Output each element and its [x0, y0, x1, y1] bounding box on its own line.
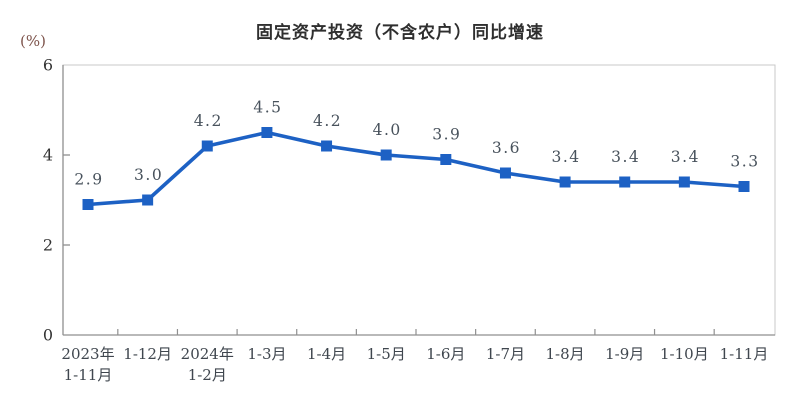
x-category-label: 2023年 1-11月: [61, 345, 114, 384]
x-category-label: 1-5月: [367, 345, 406, 363]
y-axis: 0 2 4 6: [43, 56, 70, 345]
y-tick-label: 6: [43, 56, 53, 75]
data-point-label: 3.6: [492, 139, 521, 157]
x-category-label: 1-3月: [247, 345, 286, 363]
data-point-marker: [321, 140, 333, 152]
x-axis: 2023年 1-11月 1-12月 2024年 1-2月 1-3月 1-4月 1-5月 1-6月…: [61, 329, 768, 384]
series-line: [86, 130, 746, 207]
data-point-marker: [559, 176, 571, 188]
x-category-label: 1-4月: [307, 345, 346, 363]
data-point-label: 4.2: [194, 112, 223, 130]
data-point-label: 4.2: [313, 112, 342, 130]
data-point-label: 4.5: [253, 99, 282, 117]
data-point-marker: [678, 176, 690, 188]
data-point-marker: [261, 127, 273, 138]
x-category-label: 1-11月: [720, 345, 769, 363]
y-tick-label: 0: [43, 326, 53, 345]
x-category-label: 2024年 1-2月: [181, 345, 234, 384]
data-point-label: 4.0: [373, 121, 402, 139]
y-tick-label: 2: [43, 236, 53, 255]
series-line-group: [82, 127, 750, 210]
x-category-label: 1-7月: [486, 345, 525, 363]
data-point-marker: [619, 176, 631, 188]
y-axis-unit-label: (%): [20, 32, 46, 50]
plot-border: [62, 64, 776, 336]
data-point-label: 3.0: [134, 166, 163, 184]
data-point-label: 2.9: [74, 171, 103, 189]
data-point-marker: [201, 140, 213, 152]
data-point-label: 3.4: [671, 148, 700, 166]
y-tick-label: 4: [43, 146, 53, 165]
data-point-marker: [440, 154, 452, 165]
data-point-label: 3.3: [730, 153, 759, 171]
data-point-label: 3.4: [611, 148, 640, 166]
chart-title: 固定资产投资（不含农户）同比增速: [256, 23, 544, 42]
data-point-marker: [738, 181, 750, 192]
data-labels: 2.9 3.0 4.2 4.5 4.2 4.0 3.9 3.6 3.4 3.4 3.4 3.3: [74, 99, 759, 189]
data-point-label: 3.4: [552, 148, 581, 166]
data-point-marker: [380, 149, 392, 161]
data-point-marker: [142, 194, 154, 206]
x-category-label: 1-9月: [605, 345, 644, 363]
x-category-label: 1-6月: [426, 345, 465, 363]
data-point-label: 3.9: [432, 126, 461, 144]
data-point-marker: [499, 167, 511, 179]
data-point-marker: [82, 199, 94, 210]
x-category-label: 1-10月: [660, 345, 709, 363]
x-category-label: 1-12月: [123, 345, 172, 363]
x-category-label: 1-8月: [546, 345, 585, 363]
